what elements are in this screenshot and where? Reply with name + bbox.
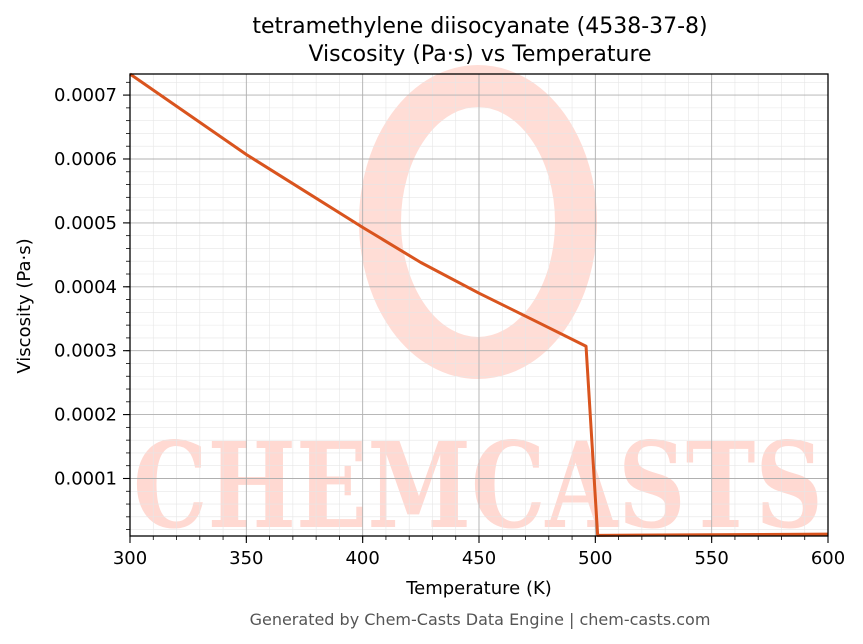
y-axis-ticks: 0.0001 0.0002 0.0003 0.0004 0.0005 0.0006 0.00… <box>54 81 130 531</box>
x-tick-label: 400 <box>345 548 379 569</box>
chart-title: tetramethylene diisocyanate (4538-37-8) <box>252 14 707 39</box>
y-tick-label: 0.0006 <box>54 149 117 170</box>
y-tick-label: 0.0002 <box>54 405 117 426</box>
y-tick-label: 0.0003 <box>54 341 117 362</box>
y-tick-label: 0.0004 <box>54 277 117 298</box>
chart-subtitle: Viscosity (Pa·s) vs Temperature <box>308 42 651 67</box>
footer-credit: Generated by Chem-Casts Data Engine | ch… <box>250 610 711 629</box>
watermark-logo: CHEMCASTS <box>133 65 823 555</box>
series-line-viscosity <box>129 72 829 537</box>
x-tick-label: 500 <box>578 548 612 569</box>
x-axis-ticks: 300 350 400 450 500 550 600 <box>113 536 845 569</box>
x-tick-label: 300 <box>113 548 147 569</box>
x-tick-label: 600 <box>811 548 845 569</box>
x-axis-label: Temperature (K) <box>405 578 552 599</box>
series-layer <box>129 72 829 537</box>
y-tick-label: 0.0005 <box>54 213 117 234</box>
plot-area: CHEMCASTS <box>129 65 829 555</box>
y-tick-label: 0.0007 <box>54 85 117 106</box>
watermark-ring <box>359 65 597 379</box>
x-tick-label: 350 <box>229 548 263 569</box>
x-tick-label: 450 <box>462 548 496 569</box>
y-tick-label: 0.0001 <box>54 468 117 489</box>
x-tick-label: 550 <box>694 548 728 569</box>
watermark-text: CHEMCASTS <box>133 416 823 555</box>
y-axis-label: Viscosity (Pa·s) <box>14 238 35 373</box>
